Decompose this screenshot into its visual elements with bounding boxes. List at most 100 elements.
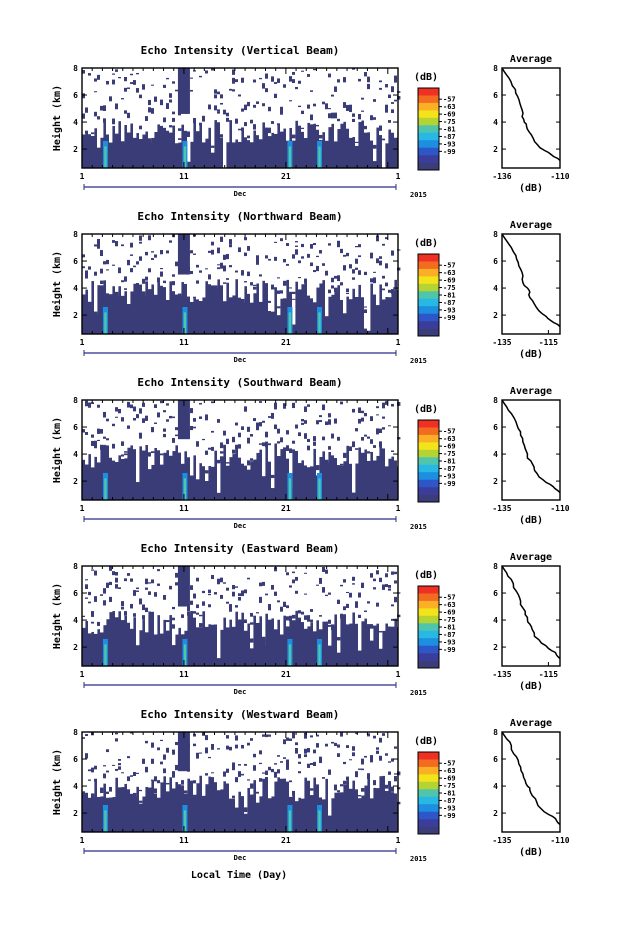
data-speckle <box>190 77 194 79</box>
data-speckle <box>226 601 230 604</box>
data-speckle <box>175 582 179 586</box>
data-speckle <box>358 78 362 82</box>
no-data-column <box>223 68 227 169</box>
no-data-column <box>214 400 218 451</box>
data-speckle <box>112 79 116 85</box>
data-speckle <box>148 591 152 595</box>
data-speckle <box>373 277 377 284</box>
rain-event-core <box>183 146 187 168</box>
no-data-column <box>391 732 395 793</box>
colorbar-swatch <box>418 472 439 480</box>
data-speckle <box>325 459 329 464</box>
cloud-column <box>177 732 190 772</box>
data-speckle <box>85 579 89 581</box>
data-speckle <box>235 422 239 426</box>
no-data-column <box>235 68 239 140</box>
no-data-column <box>157 732 161 798</box>
avg-x-tick-label: -135 <box>492 670 511 679</box>
data-speckle <box>355 448 359 450</box>
no-data-column <box>235 234 239 280</box>
no-data-column <box>391 566 395 627</box>
data-speckle <box>334 287 338 292</box>
data-speckle <box>100 429 104 434</box>
no-data-column <box>277 68 281 125</box>
data-speckle <box>130 732 134 734</box>
no-data-column <box>130 234 134 292</box>
data-speckle <box>94 244 98 247</box>
average-frame <box>501 565 561 667</box>
data-speckle <box>379 125 383 131</box>
no-data-column <box>97 566 101 630</box>
no-data-column <box>304 68 308 139</box>
no-data-column <box>154 234 158 295</box>
chart-title: Echo Intensity (Vertical Beam) <box>141 44 340 57</box>
data-speckle <box>91 402 95 405</box>
data-speckle <box>211 624 215 629</box>
data-speckle <box>82 254 86 258</box>
no-data-column <box>145 400 149 446</box>
data-speckle <box>349 446 353 451</box>
no-data-column <box>355 400 359 464</box>
data-speckle <box>196 755 200 759</box>
y-axis-label: Height (km) <box>51 749 63 815</box>
data-speckle <box>376 406 380 409</box>
no-data-column <box>319 68 323 141</box>
data-speckle <box>241 744 245 749</box>
no-data-column <box>379 566 383 649</box>
data-speckle <box>103 411 107 418</box>
no-data-column <box>346 400 350 446</box>
data-speckle <box>103 436 107 439</box>
no-data-column <box>319 234 323 284</box>
colorbar-tick-label: -99 <box>443 812 456 820</box>
data-speckle <box>397 249 401 251</box>
data-speckle <box>259 582 263 587</box>
no-data-column <box>298 68 302 126</box>
data-speckle <box>307 256 311 258</box>
no-data-column <box>370 234 374 284</box>
y-tick-label: 2 <box>73 145 78 154</box>
no-data-column <box>145 732 149 787</box>
no-data-column <box>217 234 221 280</box>
data-speckle <box>145 415 149 421</box>
data-speckle <box>277 428 281 434</box>
data-speckle <box>247 426 251 432</box>
data-speckle <box>118 267 122 274</box>
data-speckle <box>328 592 332 595</box>
no-data-column <box>130 400 134 446</box>
data-speckle <box>295 590 299 594</box>
data-speckle <box>253 765 257 771</box>
x-tick-label: 11 <box>179 172 189 181</box>
data-speckle <box>268 734 272 737</box>
data-speckle <box>343 265 347 271</box>
colorbar-swatch <box>418 147 439 156</box>
no-data-column <box>136 68 140 134</box>
no-data-column <box>283 234 287 300</box>
data-speckle <box>115 291 119 297</box>
data-speckle <box>112 423 116 427</box>
data-speckle <box>274 405 278 410</box>
no-data-column <box>151 68 155 138</box>
data-speckle <box>331 112 335 119</box>
no-data-column <box>118 234 122 287</box>
month-label: Dec <box>234 522 247 530</box>
year-label: 2015 <box>410 191 427 199</box>
data-speckle <box>82 429 86 433</box>
colorbar-tick-label: -63 <box>443 767 456 775</box>
colorbar-tick-label: -81 <box>443 292 456 300</box>
no-data-column <box>208 400 212 466</box>
data-speckle <box>301 243 305 248</box>
no-data-column <box>127 68 131 133</box>
year-label: 2015 <box>410 357 427 365</box>
no-data-column <box>262 566 266 645</box>
data-speckle <box>199 623 203 626</box>
data-speckle <box>136 414 140 419</box>
no-data-column <box>190 68 194 142</box>
data-speckle <box>172 624 176 629</box>
data-speckle <box>127 259 131 266</box>
data-speckle <box>220 594 224 599</box>
no-data-column <box>289 732 293 797</box>
data-speckle <box>310 90 314 92</box>
colorbar-swatch <box>418 774 439 783</box>
data-speckle <box>208 604 212 608</box>
no-data-column <box>265 68 269 128</box>
